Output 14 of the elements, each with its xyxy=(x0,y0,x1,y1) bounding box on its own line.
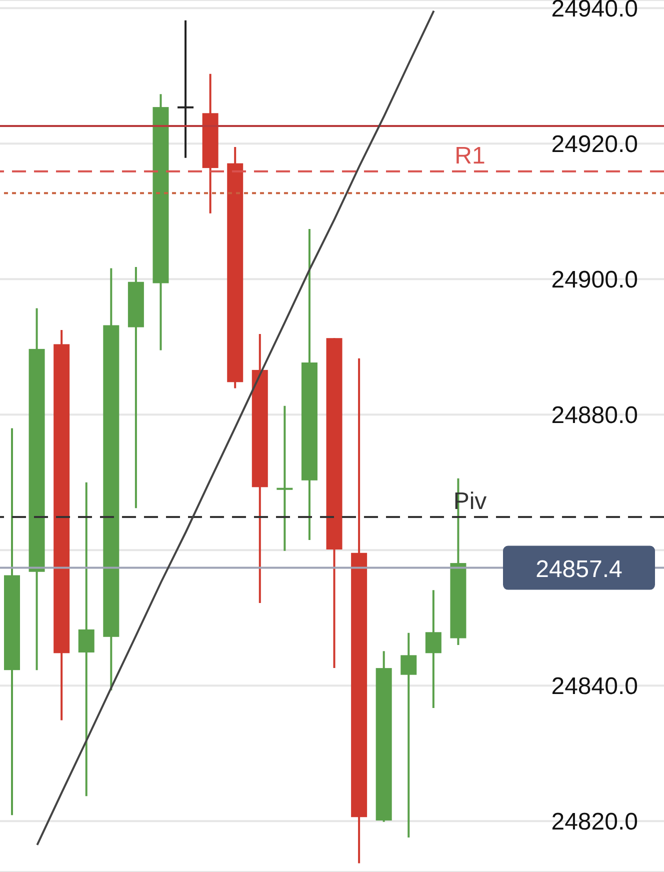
y-tick-label: 24840.0 xyxy=(551,673,638,700)
y-tick-label: 24900.0 xyxy=(551,266,638,294)
y-tick-label: 24820.0 xyxy=(551,808,638,836)
candlestick xyxy=(178,19,194,159)
candlestick xyxy=(78,481,94,798)
y-tick-label: 24880.0 xyxy=(551,402,638,430)
y-tick-label: 24940.0 xyxy=(551,0,638,23)
candlestick xyxy=(276,404,293,552)
ref-line-label: 24857.4 xyxy=(536,556,622,583)
y-tick-label: 24920.0 xyxy=(551,131,638,158)
line-series xyxy=(36,10,435,846)
ref-line-label: R1 xyxy=(454,142,486,170)
candlestick xyxy=(425,589,442,710)
candlestick xyxy=(400,632,417,838)
